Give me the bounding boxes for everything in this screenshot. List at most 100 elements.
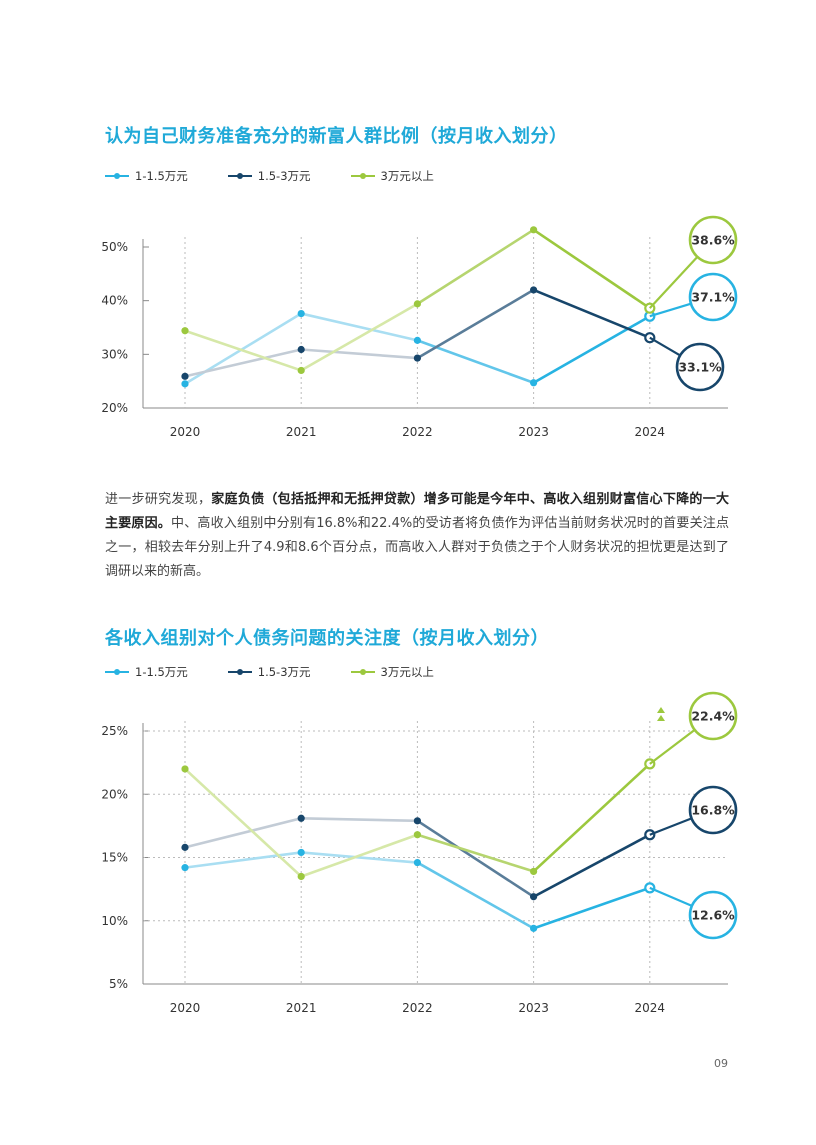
callout-connector [649,886,693,907]
callout-connector [649,336,681,357]
x-tick-label: 2022 [402,425,433,439]
callout-value-label: 12.6% [691,908,735,923]
data-point [530,867,538,876]
y-tick-label: 50% [101,240,128,254]
x-tick-label: 2022 [402,1001,433,1015]
data-point [413,300,421,308]
series-line-segment [532,288,652,339]
data-point [530,893,538,901]
data-point [530,379,538,387]
data-point [297,814,305,822]
x-tick-label: 2021 [286,425,317,439]
legend-label: 3万元以上 [380,665,434,679]
data-point [297,309,305,318]
callout-bubble [688,272,738,322]
legend-label: 1-1.5万元 [135,665,188,679]
legend-label: 1-1.5万元 [135,169,188,183]
legend-label: 3万元以上 [380,169,434,183]
legend-swatch-3 [350,669,375,675]
legend-item: 1.5-3万元 [227,168,311,184]
x-tick-label: 2020 [170,1001,201,1015]
legend-label: 1.5-3万元 [257,665,311,679]
series-line-segment [299,833,419,878]
x-tick-label: 2024 [635,425,666,439]
callout-connector [649,729,696,765]
series-line-segment [299,312,419,342]
y-tick-label: 20% [101,401,128,415]
data-point [181,380,189,388]
chevron-up-icon [657,707,665,713]
data-point [413,858,421,867]
legend-item: 1.5-3万元 [227,664,311,680]
callout-bubble [688,890,738,940]
chevron-up-icon [657,715,665,721]
data-point [530,924,538,932]
legend-item: 1-1.5万元 [105,664,188,680]
series-line-segment [416,833,535,873]
callout-bubble [688,785,738,835]
x-tick-label: 2024 [635,1001,666,1015]
series-line-segment [416,228,535,306]
series-line-segment [183,851,303,869]
data-point [297,345,305,354]
body-paragraph: 进一步研究发现，家庭负债（包括抵押和无抵押贷款）增多可能是今年中、高收入组别财富… [105,488,729,584]
callout-connector [649,302,692,318]
y-tick-label: 10% [101,914,128,928]
series-line-segment [532,762,652,873]
chart2-legend: 1-1.5万元 1.5-3万元 3万元以上 [105,664,434,680]
series-line-segment [532,228,652,310]
callout-value-label: 38.6% [691,233,735,248]
callout-value-label: 33.1% [678,360,722,375]
series-line-segment [416,288,535,360]
x-tick-label: 2021 [286,1001,317,1015]
callout-bubble [688,691,738,741]
body-text-intro: 进一步研究发现， [105,492,212,507]
y-tick-label: 25% [101,724,128,738]
data-point [530,286,538,294]
legend-swatch-3 [350,173,375,179]
data-point [530,226,538,234]
data-point [181,327,189,335]
page-number: 09 [714,1057,728,1070]
y-tick-label: 30% [101,347,128,361]
chart1-legend: 1-1.5万元 1.5-3万元 3万元以上 [105,168,434,184]
callout-bubble [675,342,725,392]
y-tick-label: 15% [101,851,128,865]
data-point [413,831,421,839]
data-point [181,372,189,380]
series-line-segment [299,348,419,360]
chart1-plot: 20% 30% 40% 50% 2020 2021 2022 2023 2024 38.6% 37.… [101,215,738,439]
series-line-segment [183,767,303,878]
series-line-segment [532,833,652,899]
body-text-detail: 中、高收入组别中分别有16.8%和22.4%的受访者将负债作为评估当前财务状况时… [105,516,729,579]
callout-connector [649,817,692,836]
legend-item: 3万元以上 [350,168,434,184]
callout-connector [648,256,699,309]
y-tick-label: 5% [109,977,128,991]
legend-swatch-2 [227,669,252,675]
series-line-segment [183,329,303,372]
callout-value-label: 37.1% [691,290,735,305]
data-point [297,366,305,375]
double-chevron-up-icon [657,707,665,721]
body-text-emphasis: 家庭负债（包括抵押和无抵押贷款）增多可能是今年中、高收入组别财富信心下降的一大主… [105,492,729,531]
data-point [297,848,305,857]
x-tick-label: 2023 [518,1001,549,1015]
data-point [297,872,305,881]
data-point [181,765,189,773]
series-line-segment [299,302,419,372]
series-line-segment [299,816,419,823]
x-tick-label: 2020 [170,425,201,439]
series-line-segment [416,861,535,930]
data-point [181,864,189,872]
x-tick-label: 2023 [518,425,549,439]
y-tick-label: 20% [101,787,128,801]
legend-swatch-2 [227,173,252,179]
data-point [413,817,421,825]
series-line-segment [416,819,535,899]
chart1-title: 认为自己财务准备充分的新富人群比例（按月收入划分） [105,126,568,147]
callout-bubble [688,215,738,265]
series-line-segment [183,348,303,378]
legend-swatch-1 [105,669,129,675]
callout-value-label: 16.8% [691,803,735,818]
